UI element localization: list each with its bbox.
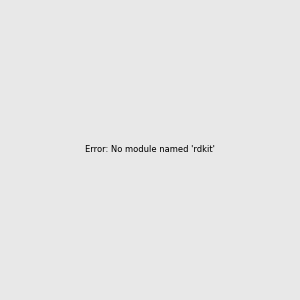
Text: Error: No module named 'rdkit': Error: No module named 'rdkit'	[85, 146, 215, 154]
